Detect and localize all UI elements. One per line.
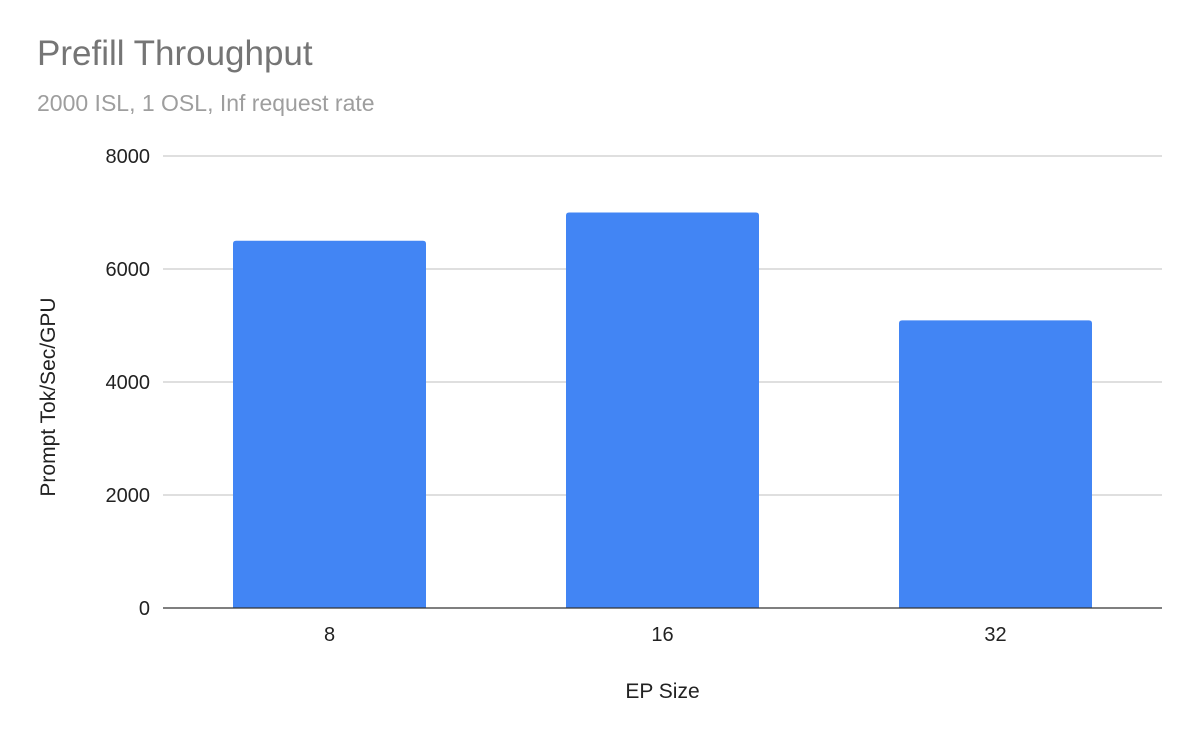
chart-subtitle: 2000 ISL, 1 OSL, Inf request rate [37, 90, 375, 116]
y-tick-label: 4000 [106, 372, 151, 394]
y-tick-label: 2000 [106, 485, 151, 507]
x-tick-label: 8 [324, 624, 335, 646]
chart-title: Prefill Throughput [37, 34, 313, 73]
bar [899, 320, 1092, 608]
x-tick-label: 16 [651, 624, 673, 646]
x-tick-label: 32 [984, 624, 1006, 646]
bar [566, 212, 759, 608]
x-axis-label: EP Size [625, 680, 699, 703]
bar [233, 240, 426, 608]
y-tick-label: 8000 [106, 146, 151, 168]
y-tick-label: 6000 [106, 259, 151, 281]
y-tick-label: 0 [139, 598, 150, 620]
y-axis-label: Prompt Tok/Sec/GPU [37, 297, 60, 496]
